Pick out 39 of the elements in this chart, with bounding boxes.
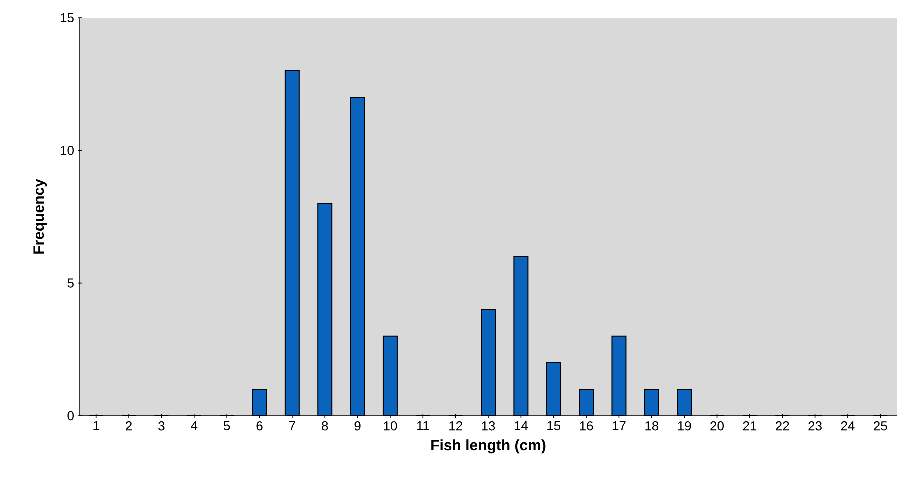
y-tick-label: 5 <box>68 278 74 288</box>
x-tick-label: 14 <box>514 422 528 430</box>
x-tick-label: 15 <box>548 422 561 431</box>
x-tick-label: 1 <box>94 422 100 430</box>
x-tick-label: 5 <box>224 422 230 431</box>
x-tick-label: 25 <box>874 422 888 431</box>
x-tick-label: 7 <box>289 422 296 430</box>
x-tick-label: 3 <box>158 422 165 431</box>
bar <box>350 97 366 416</box>
x-tick-label: 13 <box>482 422 496 431</box>
x-tick-label: 17 <box>612 422 626 430</box>
bar <box>382 336 398 416</box>
x-tick-label: 2 <box>126 422 132 431</box>
x-tick-label: 24 <box>841 422 855 431</box>
y-tick-label: 10 <box>61 146 74 156</box>
x-tick-label: 12 <box>450 422 462 431</box>
x-tick-label: 11 <box>417 422 430 430</box>
bar <box>612 336 627 416</box>
x-tick-label: 21 <box>743 422 757 431</box>
x-tick-label: 10 <box>384 422 398 431</box>
bar <box>318 203 333 416</box>
x-tick-label: 4 <box>191 422 198 430</box>
bar <box>514 256 529 416</box>
y-axis-title: Frequency <box>34 179 48 254</box>
x-tick-label: 16 <box>580 422 594 431</box>
x-tick-label: 18 <box>646 422 659 431</box>
bar <box>284 70 300 416</box>
x-tick-label: 19 <box>678 422 692 431</box>
y-tick-label: 15 <box>61 13 74 23</box>
x-tick-label: 8 <box>322 422 328 431</box>
x-axis-title: Fish length (cm) <box>432 440 546 454</box>
x-tick-label: 9 <box>354 422 361 431</box>
bar <box>546 362 562 416</box>
x-tick-label: 20 <box>710 422 724 431</box>
x-tick-label: 22 <box>776 422 790 431</box>
x-tick-label: 6 <box>256 422 263 431</box>
x-tick-label: 23 <box>808 422 822 431</box>
y-tick-label: 0 <box>68 411 74 421</box>
bar <box>481 309 496 416</box>
